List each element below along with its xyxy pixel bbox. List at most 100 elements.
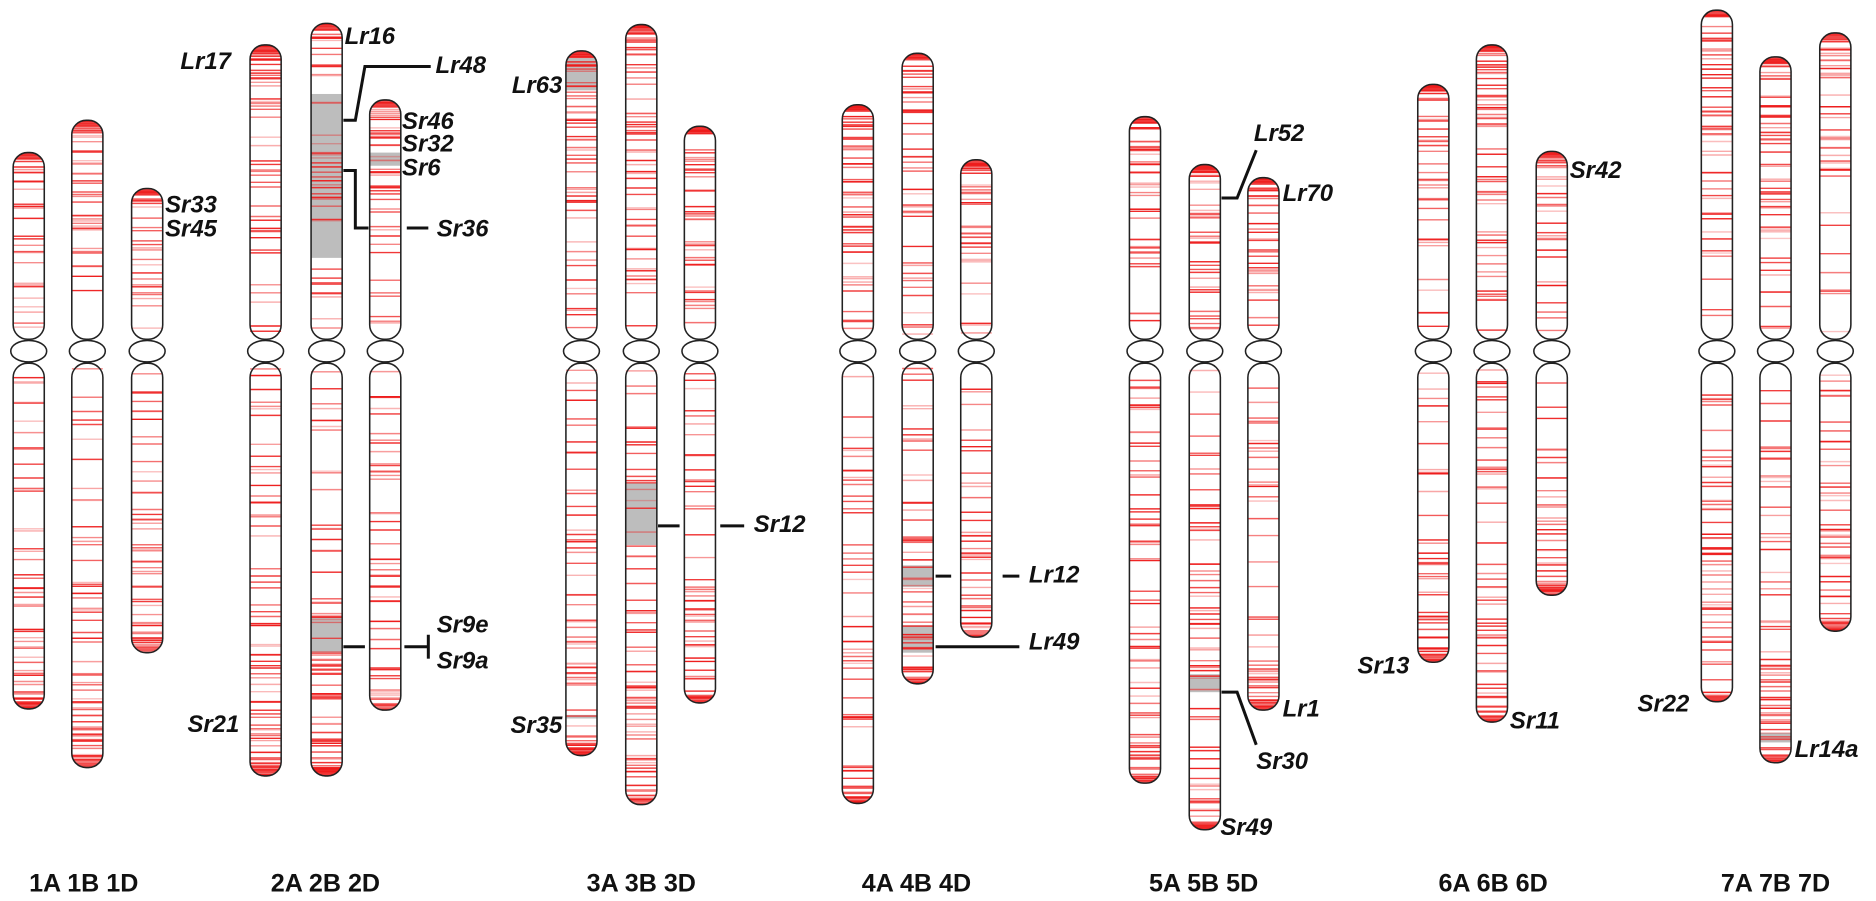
arm-outline [249,44,282,341]
bands [1129,116,1161,784]
cap [1189,822,1221,830]
connector [1221,690,1258,746]
arm-outline [1188,362,1222,831]
arm-outline [565,50,598,341]
bands [1247,177,1279,711]
centromere [681,339,719,363]
gene-label: Sr36 [437,216,490,243]
connector [343,64,431,122]
chromosome-fill [71,120,103,768]
gene-label: Lr16 [345,23,396,50]
gene-label: Lr1 [1283,695,1320,722]
centromere [957,339,996,363]
cap [131,188,163,196]
chromosome [622,23,661,806]
arm-outline [1416,83,1450,341]
arm-outline [1475,44,1509,341]
chromosome [562,50,601,757]
cap [250,768,282,776]
centromere [562,339,601,363]
gene-label: Sr42 [1570,157,1623,184]
arm-outline [1759,56,1792,341]
arm-outline [368,99,402,341]
gene-label: Lr63 [512,72,563,99]
arm-outline [310,362,343,777]
arm-outline [565,362,598,757]
gene-label: Sr6 [402,155,441,182]
arm-outline [1700,362,1734,703]
chromosome [1126,115,1164,784]
centromere [1473,339,1511,363]
chromosome [1533,150,1571,597]
cap [1129,116,1161,124]
centromere [1698,339,1736,363]
gene-label: Lr14a [1795,736,1859,763]
cap [71,760,103,768]
bands [684,126,716,703]
cap [1129,775,1161,784]
centromere [307,339,346,363]
centromere [1414,339,1453,363]
bands [71,120,103,768]
gene-label: Sr9a [437,648,489,675]
arm-outline [1535,150,1569,341]
arm-outline [12,151,46,341]
chromosome-fill [1129,116,1161,784]
gene-label: Sr33 [165,192,218,219]
group-label: 3A 3B 3D [587,869,696,897]
gene-label: Lr52 [1254,120,1305,147]
chromosome-fill [842,104,874,804]
chromosome [839,103,877,805]
gene-label: Lr12 [1029,561,1080,588]
cap [250,44,282,53]
cap [1476,44,1508,53]
chromosome [1414,83,1453,664]
group-label: 6A 6B 6D [1438,869,1547,897]
labels: 1A 1B 1D 2A 2B 2D 3A 3B 3D 4A 4B 4D 5A 5B 5D… [29,23,1858,897]
gene-label: Lr17 [180,48,232,75]
group-label: 7A 7B 7D [1721,869,1830,897]
arm-outline [841,103,875,341]
chromosome [1244,176,1283,711]
cap [1536,588,1568,596]
group-label: 1A 1B 1D [29,869,138,897]
bands [1536,151,1568,596]
gene-label: Lr49 [1029,628,1080,655]
chromosome [9,151,48,710]
cap [71,120,103,128]
gene-label: Sr12 [754,511,807,538]
centromere [1816,339,1855,363]
cap [13,152,45,160]
bands [960,159,992,638]
cap [902,53,934,61]
chromosome-fill [1536,151,1568,596]
cap [1476,714,1508,723]
bands [250,44,282,776]
gene-label: Sr21 [187,711,239,738]
chromosome [898,52,937,685]
gray-region [625,482,657,546]
chromosome-fill [1759,56,1792,763]
gene-label: Sr30 [1256,748,1309,775]
arm-outline [310,22,343,341]
gene-label: Sr49 [1220,814,1273,841]
cap [565,50,598,59]
bands [369,99,401,711]
chromosome-fill [131,188,163,653]
arm-outline [1128,115,1162,341]
group-label: 2A 2B 2D [271,869,380,897]
gene-label: Sr35 [510,712,563,739]
cap [1536,151,1568,159]
cap [1819,32,1851,41]
cap [1819,623,1851,632]
chromosome [246,44,285,777]
chromosome [957,158,996,638]
bands [1189,164,1221,830]
gene-label: Sr9e [437,612,489,639]
chromosome [366,99,404,711]
centromere [246,339,285,363]
cap [1417,84,1449,92]
bands [131,188,163,653]
